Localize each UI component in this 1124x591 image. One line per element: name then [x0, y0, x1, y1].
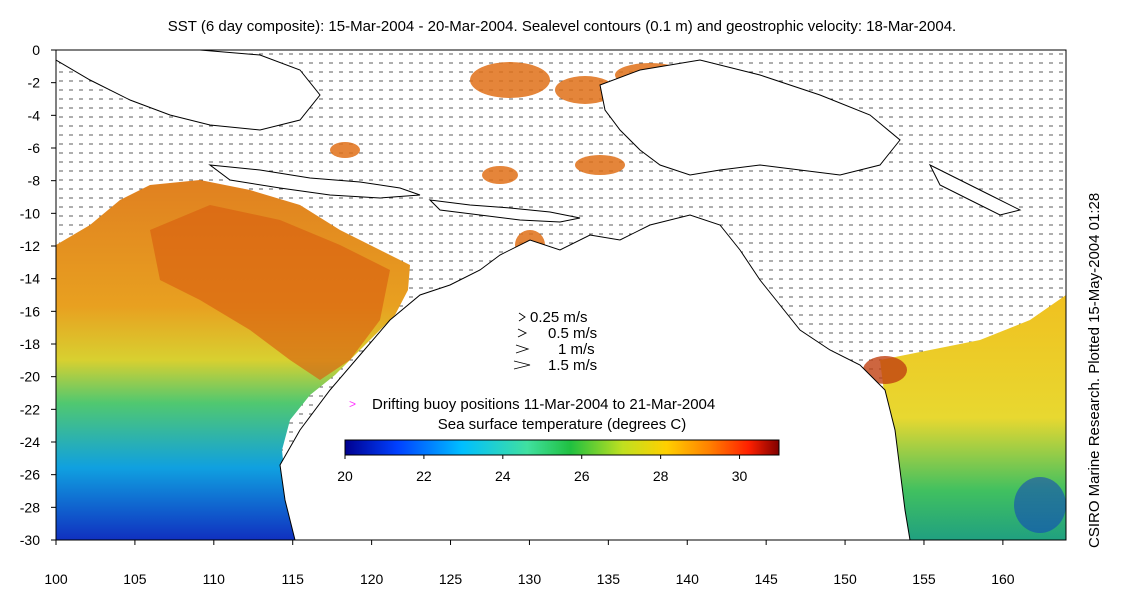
- y-tick-label: 0: [32, 42, 40, 58]
- colorbar-tick-label: 26: [574, 468, 590, 484]
- y-tick-label: -18: [20, 336, 40, 352]
- velocity-arrow: [518, 312, 526, 322]
- y-tick-label: -26: [20, 467, 40, 483]
- colorbar-ramp: [344, 439, 780, 456]
- velocity-label: 1 m/s: [558, 341, 595, 358]
- colorbar-tick-label: 22: [416, 468, 432, 484]
- y-tick-label: -24: [20, 434, 40, 450]
- y-axis: 0 -2 -4 -6 -8 -10 -12 -14 -16 -18 -20 -22 -24 -26 -28 -…: [20, 42, 56, 548]
- velocity-arrow: [513, 360, 531, 370]
- x-tick-label: 160: [991, 571, 1015, 587]
- buoy-legend-symbol: >: [349, 397, 356, 411]
- x-tick-label: 110: [203, 571, 226, 587]
- sst-west-warm-core: [150, 205, 390, 380]
- velocity-label: 0.25 m/s: [530, 309, 588, 326]
- plot-frame: [55, 49, 1067, 541]
- velocity-label: 0.5 m/s: [548, 325, 597, 342]
- y-tick-label: -30: [20, 532, 40, 548]
- y-tick-label: -28: [20, 499, 40, 515]
- x-tick-label: 150: [833, 571, 857, 587]
- buoy-legend: > Drifting buoy positions 11-Mar-2004 to…: [349, 396, 715, 413]
- sst-archipelago-patches: [330, 62, 685, 260]
- solomon-islands: [928, 163, 1022, 216]
- x-tick-label: 145: [754, 571, 778, 587]
- sst-east-warm-patch: [863, 356, 907, 384]
- y-tick-label: -14: [20, 271, 40, 287]
- x-tick-label: 125: [439, 571, 463, 587]
- y-tick-label: -2: [28, 75, 41, 91]
- australia-landmass: [279, 214, 911, 540]
- x-tick-label: 115: [282, 571, 305, 587]
- buoy-legend-label: Drifting buoy positions 11-Mar-2004 to 2…: [372, 396, 715, 413]
- velocity-arrow: [517, 328, 528, 338]
- colorbar-tick-label: 28: [653, 468, 669, 484]
- java-island: [208, 164, 421, 199]
- sst-colorbar: Sea surface temperature (degrees C) 20 22…: [337, 416, 780, 484]
- sst-east-region: [880, 295, 1066, 540]
- x-tick-label: 130: [518, 571, 542, 587]
- y-tick-label: -12: [20, 238, 40, 254]
- lesser-sunda-islands: [428, 199, 581, 223]
- map-title: SST (6 day composite): 15-Mar-2004 - 20-…: [167, 18, 957, 35]
- y-tick-label: -4: [28, 107, 41, 123]
- x-tick-label: 100: [44, 571, 68, 587]
- colorbar-tick-label: 24: [495, 468, 511, 484]
- y-tick-label: -22: [20, 401, 40, 417]
- y-tick-label: -6: [28, 140, 41, 156]
- y-tick-label: -16: [20, 303, 40, 319]
- y-tick-label: -20: [20, 369, 40, 385]
- colorbar-tick-label: 30: [732, 468, 748, 484]
- x-tick-label: 140: [676, 571, 700, 587]
- x-tick-label: 120: [360, 571, 384, 587]
- velocity-label: 1.5 m/s: [548, 357, 597, 374]
- colorbar-title: Sea surface temperature (degrees C): [438, 416, 686, 433]
- x-axis: 100 105 110 115 120 125 130 135 140 145 150 155 160: [44, 540, 1015, 587]
- x-tick-label: 155: [912, 571, 936, 587]
- sumatra-borneo-coast: [56, 50, 321, 131]
- y-tick-label: -8: [28, 173, 41, 189]
- velocity-legend: 0.25 m/s0.5 m/s1 m/s1.5 m/s: [513, 309, 597, 374]
- colorbar-ticks: 20 22 24 26 28 30: [337, 455, 748, 484]
- y-tick-label: -10: [20, 205, 40, 221]
- x-tick-label: 105: [123, 571, 147, 587]
- sst-east-cool-eddy: [1014, 477, 1066, 533]
- velocity-arrow: [515, 344, 530, 354]
- x-tick-label: 135: [597, 571, 621, 587]
- new-guinea-landmass: [599, 59, 901, 176]
- colorbar-tick-label: 20: [337, 468, 353, 484]
